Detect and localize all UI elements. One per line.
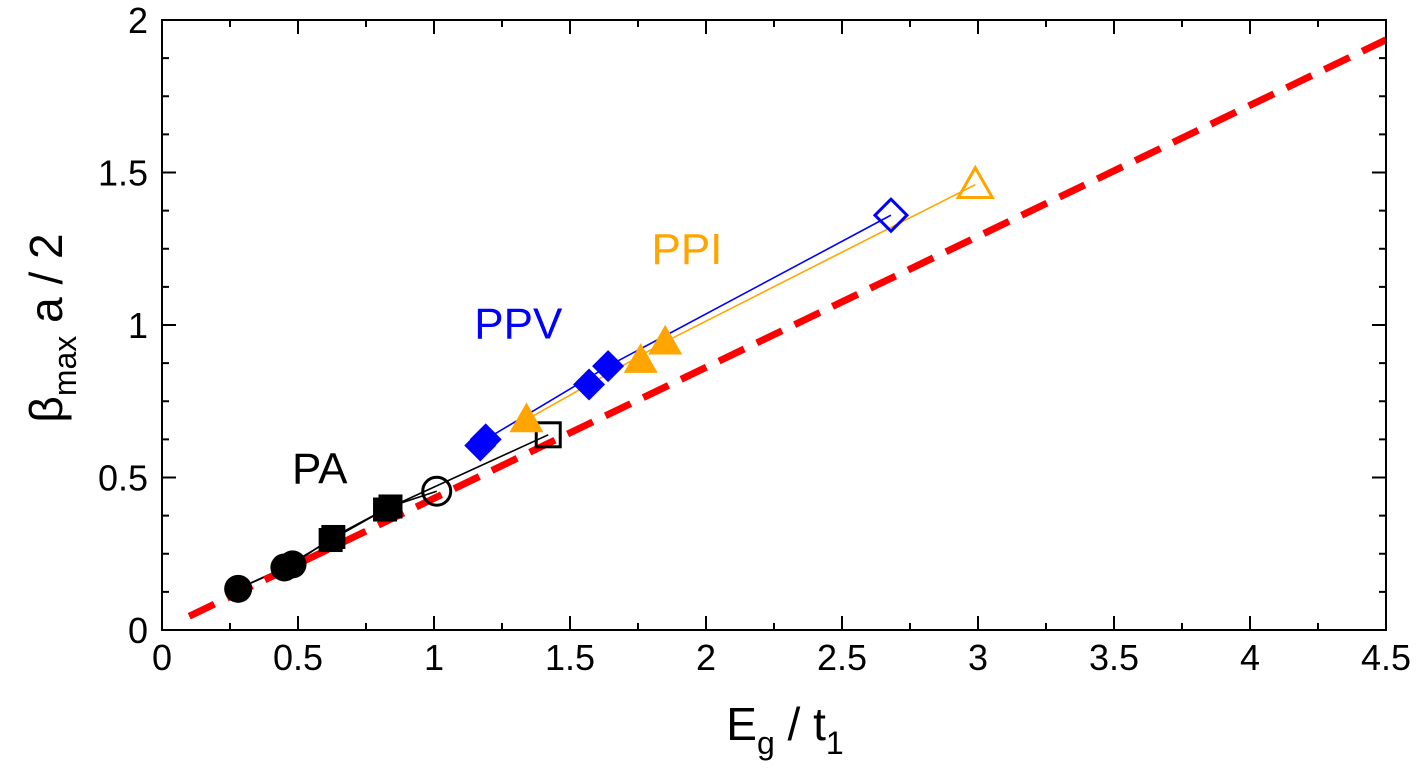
y-tick-label: 2 (128, 0, 148, 41)
x-tick-label: 3.5 (1089, 637, 1139, 678)
ppi-open-point (955, 164, 995, 199)
ppv-open-point (872, 197, 910, 234)
y-tick-label: 1 (128, 305, 148, 346)
axis-ticks (161, 19, 1387, 631)
ppv-point (469, 423, 502, 456)
y-axis-label: βmax a / 2 (20, 233, 83, 422)
pa-open-circle-point (421, 475, 453, 507)
x-tick-label: 2.5 (817, 637, 867, 678)
ppv-point (592, 350, 625, 383)
pa-open-square-point (534, 421, 562, 449)
fit-line (187, 36, 1388, 620)
connecting-lines (237, 183, 976, 590)
pa-point (278, 550, 307, 579)
y-tick-label: 1.5 (98, 153, 148, 194)
x-axis-label: Eg / t1 (726, 698, 843, 761)
data-markers (224, 164, 995, 603)
pa-line-point (378, 494, 403, 519)
ppv-point (573, 368, 606, 401)
y-tick-label: 0.5 (98, 458, 148, 499)
y-tick-label: 0 (128, 610, 148, 651)
axis-tick-labels: 0 0.5 1 1.5 2 2.5 3 3.5 4 4.5 0 0.5 1 1.5 2 (98, 0, 1411, 678)
annotations: PA PPV PPI (292, 225, 722, 494)
annotation-ppv: PPV (474, 300, 563, 349)
ppi-point (509, 402, 544, 433)
x-tick-label: 4.5 (1361, 637, 1411, 678)
ppi-point (623, 343, 658, 373)
pa-line-point (321, 524, 346, 549)
pa-point (224, 574, 253, 603)
annotation-pa: PA (292, 445, 348, 494)
x-tick-label: 0.5 (273, 637, 323, 678)
x-tick-label: 1 (424, 637, 444, 678)
x-tick-label: 2 (696, 637, 716, 678)
x-tick-label: 4 (1240, 637, 1260, 678)
x-tick-label: 3 (968, 637, 988, 678)
x-tick-label: 1.5 (545, 637, 595, 678)
fit-line-group (187, 36, 1388, 620)
x-tick-label: 0 (152, 637, 172, 678)
annotation-ppi: PPI (651, 225, 722, 274)
ppi-point (648, 324, 683, 355)
